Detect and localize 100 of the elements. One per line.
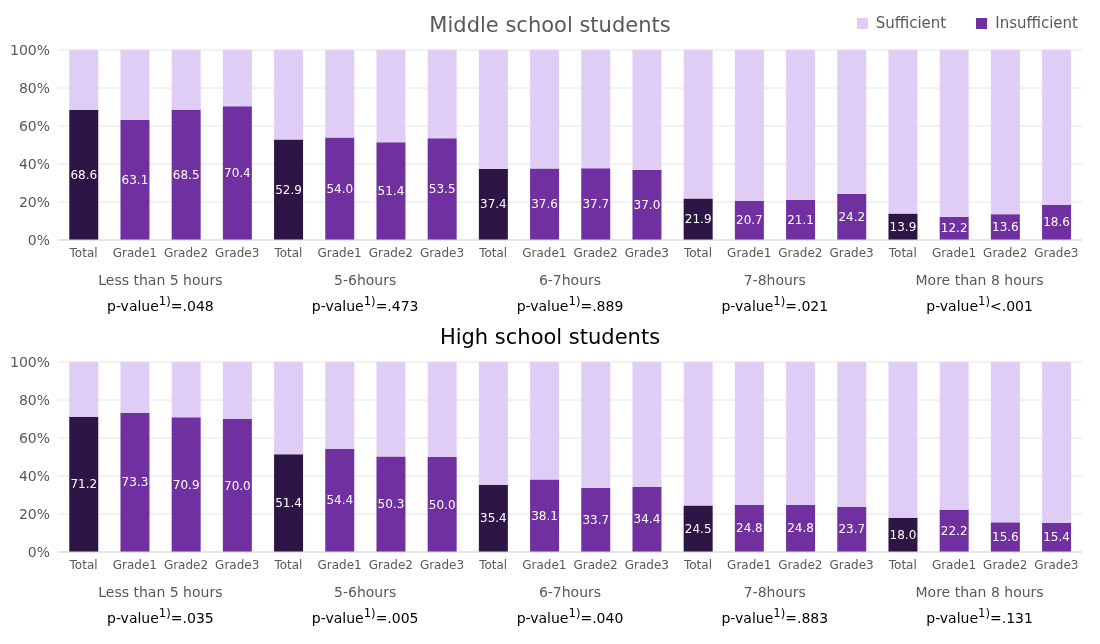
x-tick-label: Grade1 xyxy=(317,557,362,572)
bar xyxy=(581,487,611,552)
bar xyxy=(222,50,252,107)
text: p-value$^{1)}$=.048 xyxy=(106,294,215,314)
data-label: 22.2 xyxy=(940,523,968,538)
text: p-value$^{1)}$=.040 xyxy=(515,606,625,626)
x-tick-label: Grade2 xyxy=(983,245,1028,260)
data-label: 34.4 xyxy=(633,512,661,527)
bar xyxy=(325,50,355,138)
x-tick-label: Grade1 xyxy=(931,245,977,260)
text: p-value$^{1)}$=.889 xyxy=(515,294,625,314)
text: 7-8hours xyxy=(742,272,807,288)
bar xyxy=(376,456,406,552)
data-label: 70.4 xyxy=(224,166,251,181)
bar xyxy=(530,479,560,552)
bar xyxy=(837,362,867,507)
bar xyxy=(427,457,457,552)
data-label: 54.0 xyxy=(326,181,354,196)
legend-label: Sufficient xyxy=(875,14,947,32)
bar xyxy=(1042,362,1072,523)
x-tick-label: Grade3 xyxy=(215,245,260,260)
bar xyxy=(427,138,457,240)
x-tick-label: Total xyxy=(478,557,508,572)
chart-title: High school students xyxy=(438,324,662,351)
bar xyxy=(69,362,99,417)
y-tick-label: 60% xyxy=(18,429,50,446)
x-tick-label: Grade2 xyxy=(368,245,413,260)
bar xyxy=(274,454,304,552)
x-tick-label: Total xyxy=(682,557,713,572)
text: More than 8 hours xyxy=(914,272,1045,288)
bar xyxy=(888,50,918,214)
bar xyxy=(632,362,662,487)
bar xyxy=(888,362,918,518)
data-label: 38.1 xyxy=(531,508,558,523)
bar xyxy=(222,362,252,419)
text: p-value$^{1)}$=.883 xyxy=(720,606,830,626)
y-tick-label: 0% xyxy=(27,231,50,248)
data-label: 18.6 xyxy=(1043,215,1070,230)
bar xyxy=(683,505,713,552)
bar xyxy=(120,120,150,240)
bar xyxy=(120,412,150,552)
bar xyxy=(171,50,201,110)
y-tick-label: 60% xyxy=(18,117,50,134)
x-tick-label: Total xyxy=(68,557,98,572)
y-tick-label: 80% xyxy=(18,391,50,408)
y-tick-label: 20% xyxy=(18,505,50,522)
data-label: 53.5 xyxy=(428,182,456,197)
x-tick-label: Grade3 xyxy=(624,245,669,260)
x-tick-label: Grade1 xyxy=(522,557,567,572)
bar xyxy=(581,362,611,488)
text: p-value$^{1)}$<.001 xyxy=(925,294,1034,314)
data-label: 23.7 xyxy=(838,522,866,537)
data-label: 13.6 xyxy=(992,220,1019,235)
data-label: 18.0 xyxy=(889,527,917,542)
bar xyxy=(530,50,560,169)
bar xyxy=(939,362,969,510)
bar xyxy=(171,109,201,240)
x-tick-label: Grade3 xyxy=(1034,245,1079,260)
data-label: 15.6 xyxy=(992,530,1019,545)
x-tick-label: Grade3 xyxy=(624,557,669,572)
data-label: 24.2 xyxy=(838,210,866,225)
bar xyxy=(376,142,406,240)
data-label: 51.4 xyxy=(377,184,405,199)
bar xyxy=(581,50,611,169)
data-label: 37.4 xyxy=(480,197,507,212)
bar xyxy=(632,50,662,170)
bar xyxy=(69,416,99,552)
bar xyxy=(120,50,150,121)
bar xyxy=(325,362,355,449)
data-label: 21.1 xyxy=(787,212,814,227)
bar xyxy=(837,506,867,552)
data-label: 51.4 xyxy=(275,496,302,511)
data-label: 24.5 xyxy=(684,521,712,536)
x-tick-label: Grade3 xyxy=(215,557,260,572)
bar xyxy=(990,362,1020,523)
data-label: 63.1 xyxy=(121,173,149,188)
data-label: 68.6 xyxy=(70,167,98,182)
bar xyxy=(325,137,355,240)
text: p-value$^{1)}$=.005 xyxy=(310,606,420,626)
x-tick-label: Grade2 xyxy=(983,557,1028,572)
x-tick-label: Total xyxy=(478,245,508,260)
bar xyxy=(120,362,150,413)
x-tick-label: Grade1 xyxy=(727,245,772,260)
text: p-value$^{1)}$=.131 xyxy=(925,606,1034,626)
data-label: 12.2 xyxy=(940,221,968,236)
bar xyxy=(222,106,252,240)
x-tick-label: Total xyxy=(273,557,303,572)
bar xyxy=(478,362,508,485)
y-tick-label: 40% xyxy=(18,155,50,172)
legend-label: Insufficient xyxy=(995,14,1078,32)
text: p-value$^{1)}$=.473 xyxy=(310,294,420,314)
x-tick-label: Grade2 xyxy=(573,557,618,572)
y-tick-label: 100% xyxy=(9,353,50,370)
bar xyxy=(786,50,816,200)
bar xyxy=(69,50,99,110)
x-tick-label: Grade2 xyxy=(163,557,209,572)
x-tick-label: Grade3 xyxy=(829,557,874,572)
bar xyxy=(274,50,304,140)
bar xyxy=(171,417,201,552)
bar xyxy=(69,109,99,240)
